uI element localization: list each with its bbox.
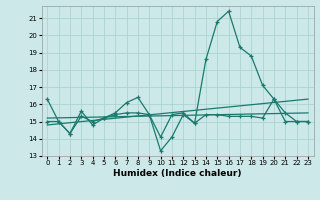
X-axis label: Humidex (Indice chaleur): Humidex (Indice chaleur) [113,169,242,178]
